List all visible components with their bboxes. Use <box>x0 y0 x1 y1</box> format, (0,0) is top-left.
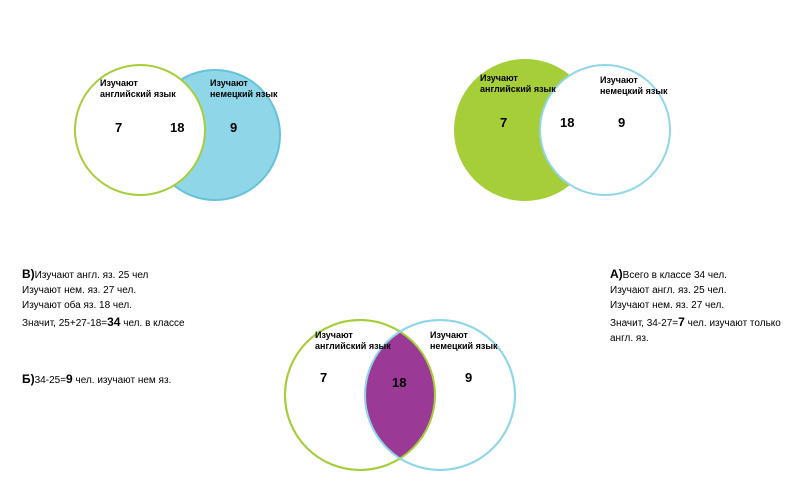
textV-line2: Изучают нем. яз. 27 чел. <box>22 285 136 296</box>
textB-body-pre: 34-25= <box>35 375 66 386</box>
venn3-label-left: Изучают английский язык <box>315 330 391 352</box>
venn2-label-left: Изучают английский язык <box>480 73 556 95</box>
textA-header: А) <box>610 267 623 281</box>
textA-line2: Изучают англ. яз. 25 чел. <box>610 285 726 296</box>
textB-header: Б) <box>22 372 35 386</box>
text-block-b: Б)34-25=9 чел. изучают нем яз. <box>22 370 242 388</box>
venn1-both: 18 <box>170 120 184 135</box>
text-block-a: А)Всего в классе 34 чел. Изучают англ. я… <box>610 265 800 346</box>
venn1-label-right: Изучают немецкий язык <box>210 78 278 100</box>
textA-line1: Всего в классе 34 чел. <box>623 270 727 281</box>
venn3-label-right: Изучают немецкий язык <box>430 330 498 352</box>
textA-line3: Изучают нем. яз. 27 чел. <box>610 300 724 311</box>
textA-line4-post: чел. изучают только <box>685 318 781 329</box>
textB-body-bold: 9 <box>66 372 73 386</box>
textB-body-post: чел. изучают нем яз. <box>73 375 172 386</box>
venn1-label-left: Изучают английский язык <box>100 78 176 100</box>
textV-line4-post: чел. в классе <box>120 318 184 329</box>
venn2-label-right: Изучают немецкий язык <box>600 75 668 97</box>
venn-top-left: Изучают английский язык Изучают немецкий… <box>70 60 300 200</box>
textV-line1: Изучают англ. яз. 25 чел <box>35 270 149 281</box>
venn3-only-english: 7 <box>320 370 327 385</box>
text-block-v: В)Изучают англ. яз. 25 чел Изучают нем. … <box>22 265 242 331</box>
venn3-both: 18 <box>392 375 406 390</box>
textV-line4-pre: Значит, 25+27-18= <box>22 318 107 329</box>
venn-top-right: Изучают английский язык Изучают немецкий… <box>450 55 680 200</box>
venn3-only-german: 9 <box>465 370 472 385</box>
venn2-only-english: 7 <box>500 115 507 130</box>
textV-header: В) <box>22 267 35 281</box>
textA-line5: англ. яз. <box>610 333 649 344</box>
textV-line4-bold: 34 <box>107 315 120 329</box>
textV-line3: Изучают оба яз. 18 чел. <box>22 300 132 311</box>
venn-diagram-set: { "colors": { "green_stroke": "#a6ce39",… <box>0 0 800 504</box>
textA-line4-bold: 7 <box>678 315 685 329</box>
venn2-only-german: 9 <box>618 115 625 130</box>
textA-line4-pre: Значит, 34-27= <box>610 318 678 329</box>
venn1-only-english: 7 <box>115 120 122 135</box>
venn-bottom-center: Изучают английский язык Изучают немецкий… <box>280 305 520 475</box>
venn2-both: 18 <box>560 115 574 130</box>
venn1-only-german: 9 <box>230 120 237 135</box>
